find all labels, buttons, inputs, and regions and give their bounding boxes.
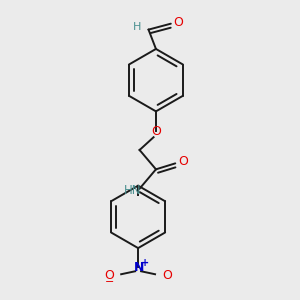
- Text: N: N: [134, 262, 145, 275]
- Text: O: O: [173, 16, 183, 29]
- Text: −: −: [105, 277, 114, 287]
- Text: H: H: [132, 22, 141, 32]
- Text: O: O: [104, 268, 114, 282]
- Text: +: +: [141, 258, 149, 268]
- Text: O: O: [152, 125, 161, 138]
- Text: O: O: [178, 155, 188, 168]
- Text: O: O: [162, 268, 172, 282]
- Text: HN: HN: [123, 184, 141, 196]
